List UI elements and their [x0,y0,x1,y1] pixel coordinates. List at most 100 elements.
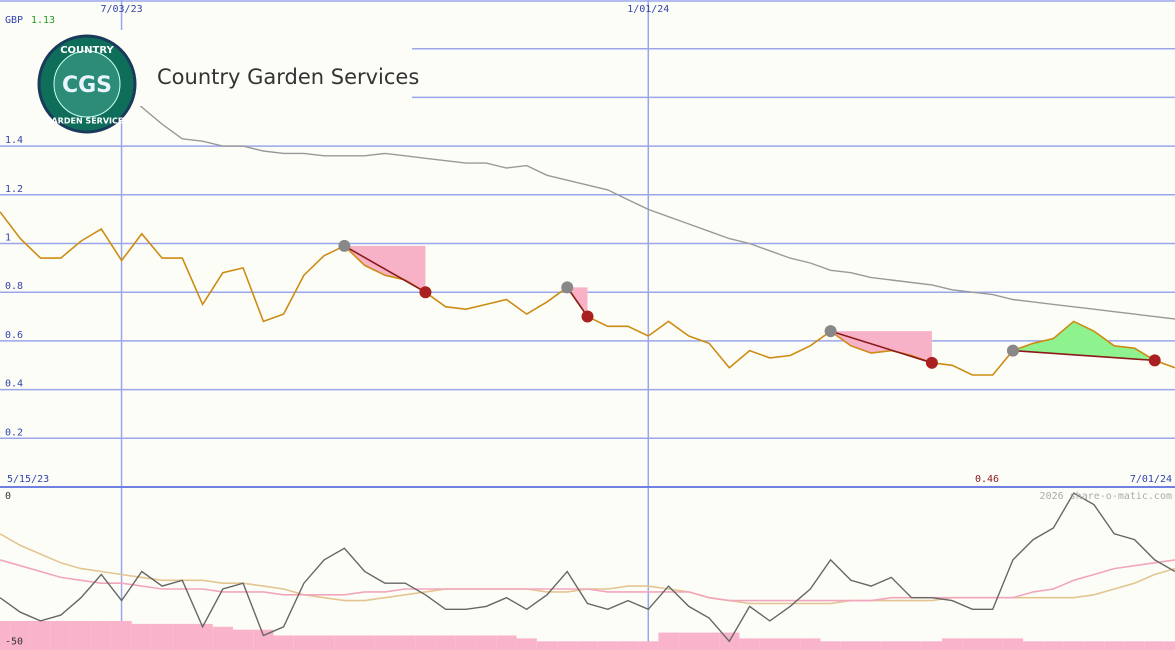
signal-line [830,330,933,364]
line [0,35,1175,320]
header: COUNTRY CGS GARDEN SERVICES Country Gard… [0,15,1172,502]
signal-line [1012,349,1155,362]
bar [921,641,943,650]
bar [840,641,861,650]
bar [759,638,780,650]
bar [1043,641,1064,650]
bar [435,635,456,650]
bar [172,623,193,650]
bar [881,641,902,650]
bar [982,638,1003,650]
y-tick-label: 1.2 [5,184,23,195]
signal-start [561,281,574,294]
y-tick-label: 0 [5,491,11,502]
y-tick-label: 0.2 [5,427,23,438]
bar [779,638,801,650]
bar [30,620,51,650]
bar [91,620,112,650]
bar [334,635,355,650]
logo-bottom: GARDEN SERVICES [45,117,129,126]
signal-start [824,325,837,338]
bar [638,641,659,650]
bar [860,641,882,650]
bar [50,620,71,650]
bar [253,629,274,650]
price: 1.13 [31,15,55,26]
bar [192,623,213,650]
bar [151,623,173,650]
bar [212,626,233,650]
bar [820,641,841,650]
bar [131,623,152,650]
bar [70,620,92,650]
bar [577,641,598,650]
logo-top: COUNTRY [60,45,114,56]
bar [678,632,699,650]
bar [10,620,31,650]
logo-inner [53,50,121,118]
watermark: 2026 share-o-matic.com [1040,491,1172,502]
bar [111,620,132,650]
bar [476,635,497,650]
bar [800,638,821,650]
bar [395,635,416,650]
currency: GBP [5,15,23,26]
bar [354,635,375,650]
bar [374,635,396,650]
signal-start [338,239,351,252]
line [0,559,1175,602]
bar [314,635,335,650]
bar [293,635,315,650]
bar [942,638,963,650]
bar [962,638,983,650]
bar [1124,641,1145,650]
line [0,492,1175,643]
bar [1023,641,1044,650]
bar [597,641,618,650]
signal-line [343,245,426,293]
bar [1002,638,1024,650]
bar [901,641,922,650]
bar [658,632,679,650]
signal-end [1148,354,1161,367]
signal-end [419,286,432,299]
x-tick-label: 7/03/23 [100,4,142,15]
bar [1104,641,1125,650]
bar [1083,641,1105,650]
bar [0,620,11,650]
bar [496,635,517,650]
company-name: Country Garden Services [157,65,419,89]
bar [455,635,477,650]
low-label: 0.46 [975,474,999,485]
bar [1063,641,1084,650]
logo-initials: CGS [62,73,112,98]
signal-end [581,310,594,323]
bar [557,641,578,650]
y-tick-label: 0.8 [5,281,23,292]
bar [415,635,436,650]
y-tick-label: -50 [5,636,23,647]
y-tick-label: 1 [5,233,11,244]
bar [698,632,720,650]
range-start: 5/15/23 [7,474,49,485]
bar [516,638,537,650]
x-tick-label: 1/01/24 [627,4,669,15]
bar [1164,641,1175,650]
bar [1144,641,1165,650]
bar [273,635,294,650]
bar [536,641,558,650]
range-end: 7/01/24 [1130,474,1172,485]
bar [232,629,254,650]
y-tick-label: 1.4 [5,135,23,146]
signal-end [925,356,938,369]
signal-start [1006,344,1019,357]
y-tick-label: 0.6 [5,330,23,341]
bar [739,638,760,650]
signal-area [1012,321,1155,361]
y-tick-label: 0.4 [5,379,23,390]
bar [617,641,639,650]
